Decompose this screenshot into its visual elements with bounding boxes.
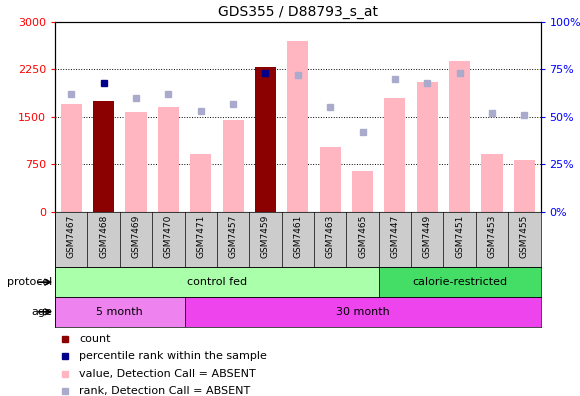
Text: GSM7453: GSM7453 [488, 215, 496, 258]
Text: GSM7470: GSM7470 [164, 215, 173, 258]
Bar [93, 101, 114, 212]
Text: GSM7451: GSM7451 [455, 215, 464, 258]
Bar [320, 147, 340, 212]
Text: GSM7455: GSM7455 [520, 215, 529, 258]
Text: GSM7447: GSM7447 [390, 215, 400, 258]
Text: GSM7459: GSM7459 [261, 215, 270, 258]
Text: control fed: control fed [187, 277, 247, 287]
Text: value, Detection Call = ABSENT: value, Detection Call = ABSENT [79, 369, 256, 379]
Text: 30 month: 30 month [336, 307, 389, 317]
Text: GSM7463: GSM7463 [326, 215, 335, 258]
Bar [379, 267, 541, 297]
Bar [158, 107, 179, 212]
Bar [481, 154, 502, 212]
Bar [287, 41, 309, 212]
Bar [223, 120, 244, 212]
Bar [125, 112, 147, 212]
Bar [417, 82, 438, 212]
Text: percentile rank within the sample: percentile rank within the sample [79, 352, 267, 362]
Bar [55, 297, 184, 327]
Text: rank, Detection Call = ABSENT: rank, Detection Call = ABSENT [79, 386, 251, 396]
Text: GSM7467: GSM7467 [67, 215, 76, 258]
Text: GSM7471: GSM7471 [196, 215, 205, 258]
Text: GSM7465: GSM7465 [358, 215, 367, 258]
Bar [514, 160, 535, 212]
Text: GSM7469: GSM7469 [132, 215, 140, 258]
Bar [190, 154, 211, 212]
Text: calorie-restricted: calorie-restricted [412, 277, 508, 287]
Bar [184, 297, 541, 327]
Bar [449, 61, 470, 212]
Text: age: age [31, 307, 52, 317]
Text: 5 month: 5 month [96, 307, 143, 317]
Text: GSM7449: GSM7449 [423, 215, 432, 258]
Bar [61, 104, 82, 212]
Text: GSM7457: GSM7457 [229, 215, 238, 258]
Text: protocol: protocol [7, 277, 52, 287]
Bar [385, 98, 405, 212]
Title: GDS355 / D88793_s_at: GDS355 / D88793_s_at [218, 6, 378, 19]
Text: GSM7461: GSM7461 [293, 215, 302, 258]
Bar [255, 67, 276, 212]
Bar [352, 171, 373, 212]
Text: count: count [79, 334, 111, 344]
Bar [55, 267, 379, 297]
Text: GSM7468: GSM7468 [99, 215, 108, 258]
